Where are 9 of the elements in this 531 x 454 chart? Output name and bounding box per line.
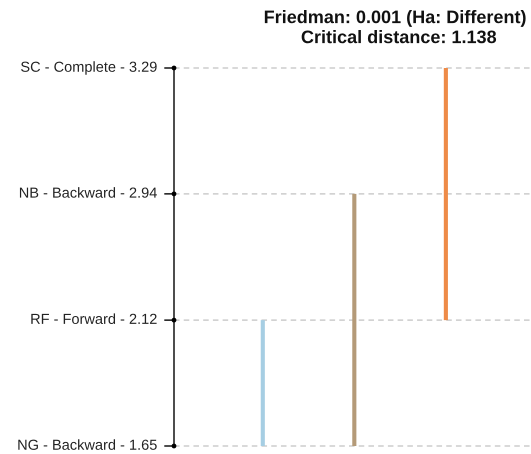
chart-subtitle: Critical distance: 1.138 bbox=[302, 30, 496, 44]
candlestick bbox=[260, 320, 265, 446]
candlestick bbox=[444, 68, 448, 320]
ref-line-label: NG - Backward - 1.65 bbox=[18, 439, 157, 450]
ref-line-label: RF - Forward - 2.12 bbox=[31, 313, 157, 324]
chart-title: Friedman: 0.001 (Ha: Different) bbox=[264, 10, 526, 27]
ref-line-label: NB - Backward - 2.94 bbox=[20, 187, 157, 198]
candlestick bbox=[352, 194, 356, 446]
ref-line-label: SC - Complete - 3.29 bbox=[21, 61, 157, 75]
